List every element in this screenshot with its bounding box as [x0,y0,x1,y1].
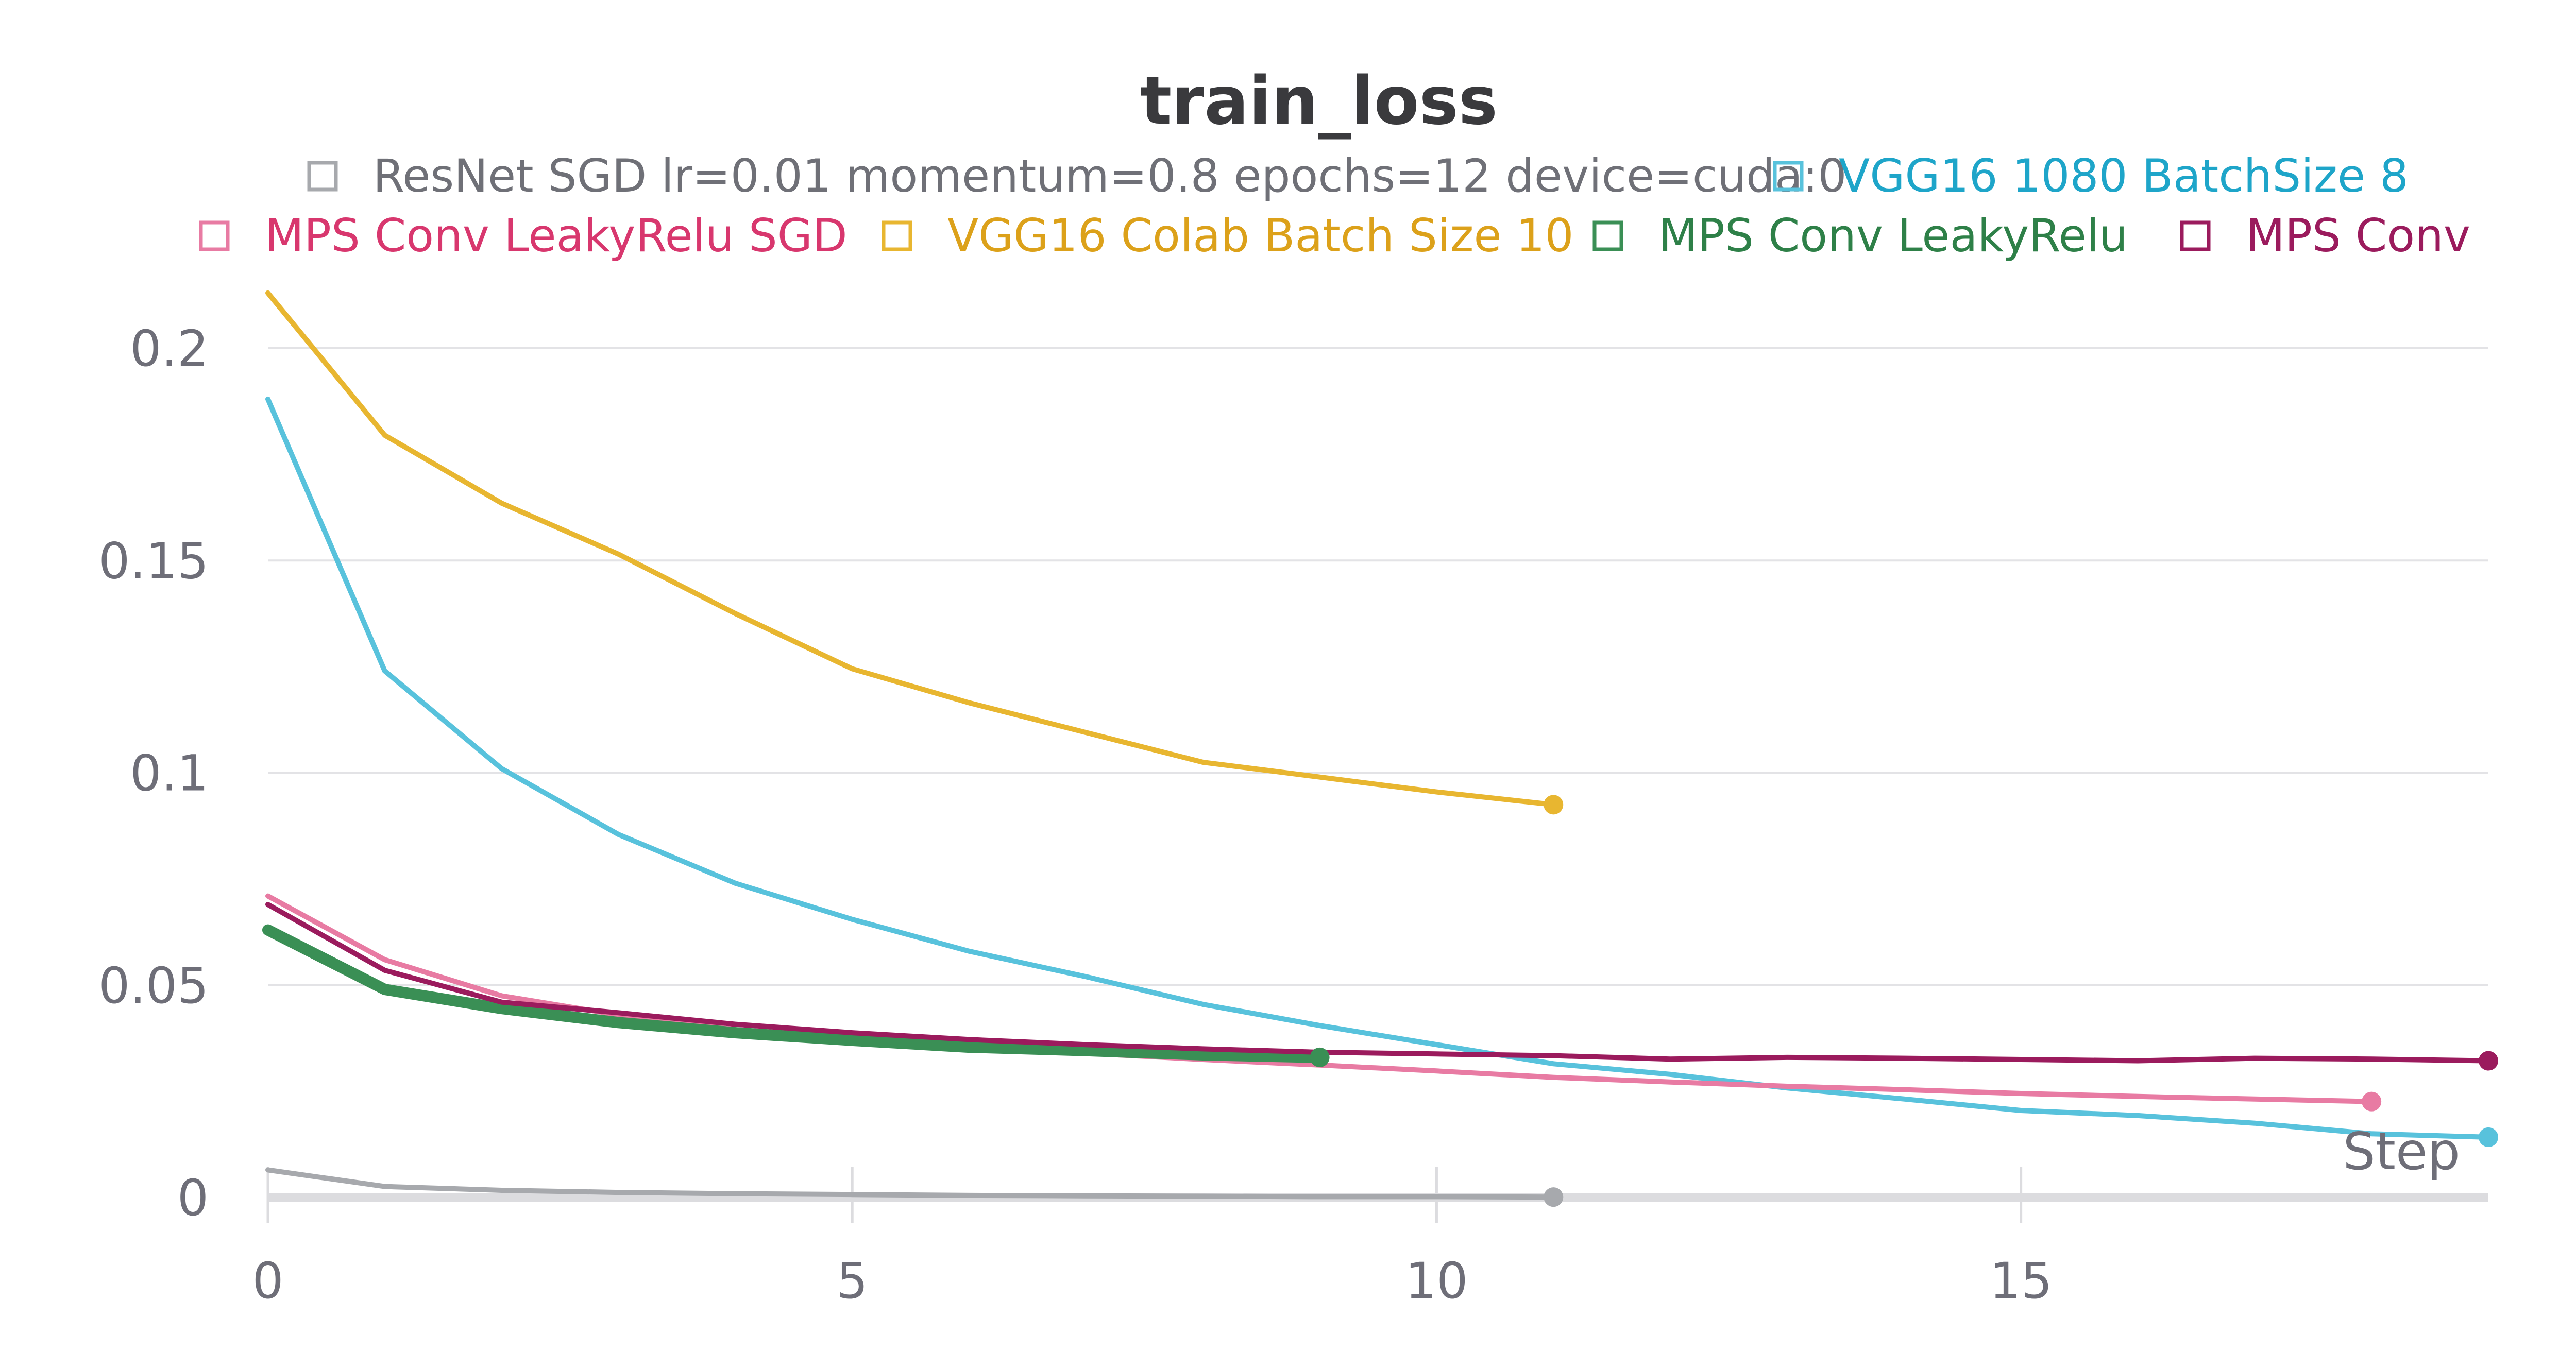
y-tick-label-0: 0 [177,1169,209,1227]
x-tick-label-3: 15 [1990,1252,2053,1310]
legend-label-3[interactable]: VGG16 Colab Batch Size 10 [947,209,1574,262]
legend-label-0[interactable]: ResNet SGD lr=0.01 momentum=0.8 epochs=1… [373,149,1846,202]
series-end-marker-5 [2479,1051,2498,1071]
x-tick-label-2: 10 [1405,1252,1468,1310]
series-end-marker-0 [1544,1187,1564,1207]
legend-swatch-5 [2180,220,2211,251]
legend-label-2[interactable]: MPS Conv LeakyRelu SGD [265,209,848,262]
series-end-markers [1310,795,2498,1207]
y-tick-label-2: 0.1 [130,745,209,802]
y-tick-label-3: 0.15 [98,532,209,590]
y-tick-label-1: 0.05 [98,957,209,1015]
series-end-marker-1 [2479,1127,2498,1147]
x-tick-label-0: 0 [252,1252,283,1310]
series-line-4[interactable] [262,924,1326,1063]
legend-swatch-0 [307,161,338,192]
series-line-3[interactable] [265,290,1556,808]
series-end-marker-3 [1544,795,1564,815]
series-end-marker-2 [2362,1091,2382,1112]
x-axis-label: Step [2343,1121,2460,1182]
legend-swatch-3 [882,220,912,251]
chart-legend: ResNet SGD lr=0.01 momentum=0.8 epochs=1… [199,149,2470,262]
series-end-marker-4 [1310,1047,1330,1067]
series-line-0[interactable] [265,1167,1556,1200]
y-axis: 0 0.05 0.1 0.15 0.2 [98,320,209,1227]
legend-swatch-2 [199,220,230,251]
legend-swatch-4 [1592,220,1623,251]
legend-swatch-1 [1773,161,1804,192]
legend-label-4[interactable]: MPS Conv LeakyRelu [1658,209,2128,262]
gridlines [268,347,2488,986]
legend-label-1[interactable]: VGG16 1080 BatchSize 8 [1839,149,2409,202]
y-tick-label-4: 0.2 [130,320,209,378]
x-tick-label-1: 5 [837,1252,868,1310]
series-line-5[interactable] [265,902,2491,1064]
series-line-1[interactable] [265,396,2491,1140]
chart-title: train_loss [1140,63,1498,140]
legend-label-5[interactable]: MPS Conv [2246,209,2470,262]
